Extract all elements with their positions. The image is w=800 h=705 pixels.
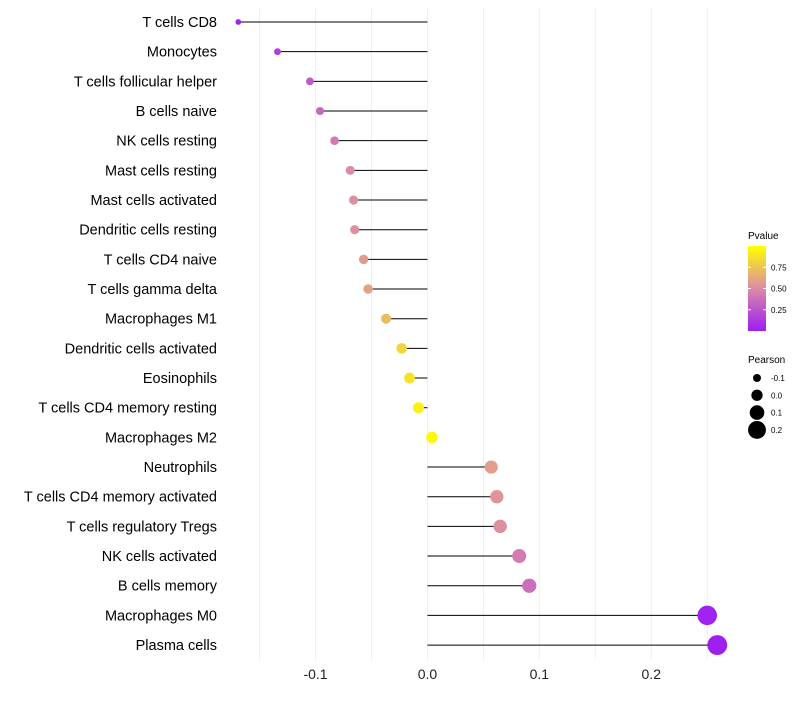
category-label: Macrophages M2 bbox=[105, 430, 217, 446]
lollipop-point bbox=[493, 519, 507, 534]
pearson-legend-key bbox=[748, 420, 766, 439]
x-tick-label: 0.1 bbox=[530, 666, 550, 682]
category-label: Eosinophils bbox=[143, 371, 217, 387]
pvalue-legend-title: Pvalue bbox=[748, 231, 779, 242]
pearson-legend-label: -0.1 bbox=[771, 374, 785, 383]
pearson-legend-key bbox=[749, 405, 765, 420]
category-label: Dendritic cells resting bbox=[79, 223, 217, 239]
pearson-legend-key bbox=[753, 374, 761, 382]
category-label: T cells regulatory Tregs bbox=[67, 519, 217, 535]
lollipop-point bbox=[315, 106, 325, 116]
category-label: T cells CD4 naive bbox=[104, 252, 217, 268]
lollipop-point bbox=[426, 431, 438, 444]
category-label: T cells gamma delta bbox=[88, 282, 218, 298]
pearson-legend: Pearson -0.1 0.0 0.1 0.2 bbox=[748, 355, 785, 439]
pvalue-colorbar bbox=[748, 246, 766, 331]
category-label: T cells follicular helper bbox=[74, 74, 217, 90]
lollipop-point bbox=[306, 77, 314, 86]
pvalue-tick-label: 0.50 bbox=[771, 285, 787, 294]
pearson-legend-keys: -0.1 0.0 0.1 0.2 bbox=[748, 374, 785, 439]
lollipop-point bbox=[235, 19, 242, 25]
x-tick-label: 0.0 bbox=[418, 666, 438, 682]
lollipop-point bbox=[484, 460, 498, 474]
category-label: Macrophages M0 bbox=[105, 608, 217, 624]
lollipop-point bbox=[358, 254, 369, 265]
lollipop-point bbox=[412, 402, 425, 414]
lollipop-point bbox=[396, 343, 407, 354]
category-label: NK cells resting bbox=[116, 134, 217, 150]
pvalue-tick-label: 0.75 bbox=[771, 263, 787, 272]
category-labels: T cells CD8 Monocytes T cells follicular h… bbox=[24, 15, 218, 654]
category-label: B cells memory bbox=[118, 579, 218, 595]
category-label: T cells CD4 memory resting bbox=[38, 401, 217, 417]
stem-layer bbox=[238, 21, 718, 646]
lollipop-point bbox=[350, 225, 360, 235]
lollipop-point bbox=[380, 313, 392, 324]
lollipop-point bbox=[363, 284, 373, 294]
lollipop-point bbox=[707, 635, 728, 655]
point-layer bbox=[235, 19, 728, 655]
x-axis-ticks: -0.1 0.0 0.1 0.2 bbox=[303, 666, 661, 682]
lollipop-point bbox=[349, 195, 359, 205]
category-label: Mast cells resting bbox=[105, 163, 217, 179]
pearson-legend-label: 0.0 bbox=[771, 391, 783, 400]
category-label: Plasma cells bbox=[136, 638, 217, 654]
category-label: T cells CD4 memory activated bbox=[24, 490, 217, 506]
pvalue-tick-label: 0.25 bbox=[771, 306, 787, 315]
lollipop-point bbox=[490, 490, 504, 504]
pearson-legend-label: 0.1 bbox=[771, 409, 783, 418]
pearson-legend-key bbox=[751, 389, 763, 401]
lollipop-point bbox=[522, 578, 537, 593]
category-label: Monocytes bbox=[147, 45, 217, 61]
x-tick-label: -0.1 bbox=[303, 666, 327, 682]
lollipop-point bbox=[697, 605, 717, 626]
category-label: Neutrophils bbox=[144, 460, 217, 476]
pvalue-legend: Pvalue 0.25 0.50 0.75 bbox=[748, 231, 787, 331]
pvalue-legend-ticks: 0.25 0.50 0.75 bbox=[748, 263, 787, 315]
category-label: T cells CD8 bbox=[142, 15, 217, 31]
category-label: Mast cells activated bbox=[90, 193, 217, 209]
lollipop-point bbox=[404, 372, 415, 384]
category-label: B cells naive bbox=[136, 104, 217, 120]
grid-layer bbox=[259, 8, 708, 660]
pearson-legend-label: 0.2 bbox=[771, 426, 783, 435]
category-label: Dendritic cells activated bbox=[65, 341, 217, 357]
lollipop-point bbox=[274, 48, 281, 56]
x-tick-label: 0.2 bbox=[642, 666, 662, 682]
pearson-legend-title: Pearson bbox=[748, 355, 785, 366]
lollipop-point bbox=[345, 165, 355, 175]
category-label: Macrophages M1 bbox=[105, 312, 217, 328]
lollipop-point bbox=[512, 549, 527, 564]
lollipop-point bbox=[330, 136, 339, 145]
category-label: NK cells activated bbox=[102, 549, 217, 565]
